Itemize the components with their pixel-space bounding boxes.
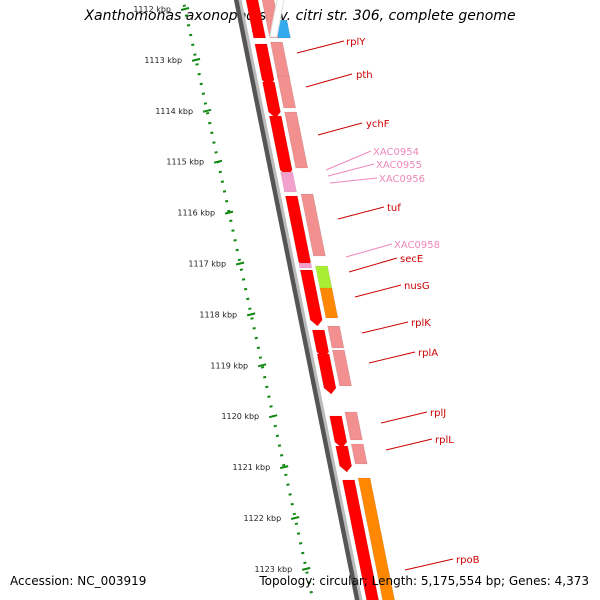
gene-feature (298, 262, 313, 269)
gene-leader-line (404, 558, 454, 571)
gene-leader-line (329, 177, 378, 184)
gene-label-ychf: ychF (366, 119, 390, 130)
gene-leader-line (368, 351, 416, 364)
gene-label-rpla: rplA (418, 348, 438, 359)
genome-backbone (233, 0, 363, 600)
gene-features (245, 0, 395, 600)
kbp-label: 1113 kbp (144, 56, 182, 65)
gene-leader-line (296, 40, 345, 54)
gene-label-xac0956: XAC0956 (379, 174, 425, 185)
gene-leader-line (354, 284, 402, 298)
ruler-tick (257, 363, 267, 368)
gene-label-xac0954: XAC0954 (373, 147, 419, 158)
gene-label-rplk: rplK (411, 318, 431, 329)
kbp-label: 1119 kbp (210, 361, 248, 370)
kbp-label: 1117 kbp (188, 260, 226, 269)
backbone-shadow (233, 0, 362, 600)
gene-feature (316, 353, 337, 395)
kbp-label: 1116 kbp (177, 209, 215, 218)
gene-label-rpob: rpoB (456, 555, 480, 566)
gene-leader-line (305, 73, 353, 88)
kbp-label: 1123 kbp (254, 565, 292, 574)
gene-label-pth: pth (356, 70, 373, 81)
ruler-tick (224, 210, 234, 215)
gene-leader-line (317, 122, 363, 136)
gene-leader-line (361, 321, 409, 334)
gene-feature (304, 291, 323, 327)
gene-feature (327, 325, 345, 349)
gene-label-rply: rplY (346, 37, 366, 48)
gene-leader-line (348, 257, 398, 273)
kbp-label: 1122 kbp (243, 514, 281, 523)
gene-feature (350, 443, 368, 465)
gene-feature (262, 81, 281, 119)
gene-leader-line (345, 243, 393, 258)
gene-feature (331, 349, 352, 387)
gene-label-sece: secE (400, 254, 423, 265)
gene-label-xac0955: XAC0955 (376, 160, 422, 171)
small-gene-chevron (282, 181, 295, 186)
ruler-tick (180, 7, 190, 11)
ruler-tick (301, 566, 311, 571)
gene-feature (357, 477, 395, 600)
ruler-tick (279, 465, 289, 470)
gene-leader-line (327, 163, 375, 177)
small-gene-chevron (283, 186, 296, 191)
gene-feature (245, 0, 267, 39)
gene-label-tuf: tuf (387, 203, 401, 214)
gene-feature (284, 111, 309, 169)
ruler-dots (181, 0, 315, 600)
ruler-tick (290, 516, 300, 520)
gene-feature (270, 41, 291, 79)
gene-leader-line (380, 411, 428, 424)
gene-labels: rplY pth ychF XAC0954 XAC0955 XAC0956 tuf XAC09… (296, 37, 480, 571)
ruler-tick (268, 414, 278, 419)
backbone-line (238, 0, 363, 600)
kbp-label: 1121 kbp (232, 463, 270, 472)
gene-feature (254, 43, 275, 87)
gene-white-bar (269, 0, 286, 38)
kbp-label: 1120 kbp (221, 412, 259, 421)
gene-feature (300, 193, 326, 257)
ruler-tick (213, 159, 223, 164)
genome-title: Xanthomonas axonopodis pv. citri str. 30… (84, 8, 516, 24)
kbp-label: 1112 kbp (133, 5, 171, 14)
kbp-ruler: 1112 kbp 1113 kbp 1114 kbp 1115 kbp 1116 kbp… (133, 0, 315, 600)
ruler-tick (235, 261, 245, 266)
ruler-tick (202, 108, 212, 113)
gene-leader-line (337, 206, 385, 220)
gene-feature (315, 265, 333, 291)
accession-text: Accession: NC_003919 (10, 574, 147, 588)
ruler-tick (246, 312, 256, 317)
gene-leader-line (325, 150, 372, 171)
gene-label-xac0958: XAC0958 (394, 240, 440, 251)
kbp-label: 1114 kbp (155, 107, 193, 116)
gene-feature (342, 479, 379, 600)
gene-feature (344, 411, 363, 441)
topology-text: Topology: circular; Length: 5,175,554 bp… (259, 574, 589, 588)
kbp-label: 1118 kbp (199, 310, 237, 319)
gene-leader-line (385, 438, 433, 451)
gene-feature (319, 287, 339, 319)
ruler-tick (191, 57, 201, 62)
kbp-label: 1115 kbp (166, 158, 204, 167)
gene-label-rplj: rplJ (430, 408, 446, 419)
gene-label-nusg: nusG (404, 281, 430, 292)
small-gene-chevron (281, 176, 294, 181)
gene-label-rpll: rplL (435, 435, 454, 446)
gene-feature (335, 445, 352, 473)
gene-feature (276, 75, 297, 109)
gene-feature (329, 415, 348, 449)
